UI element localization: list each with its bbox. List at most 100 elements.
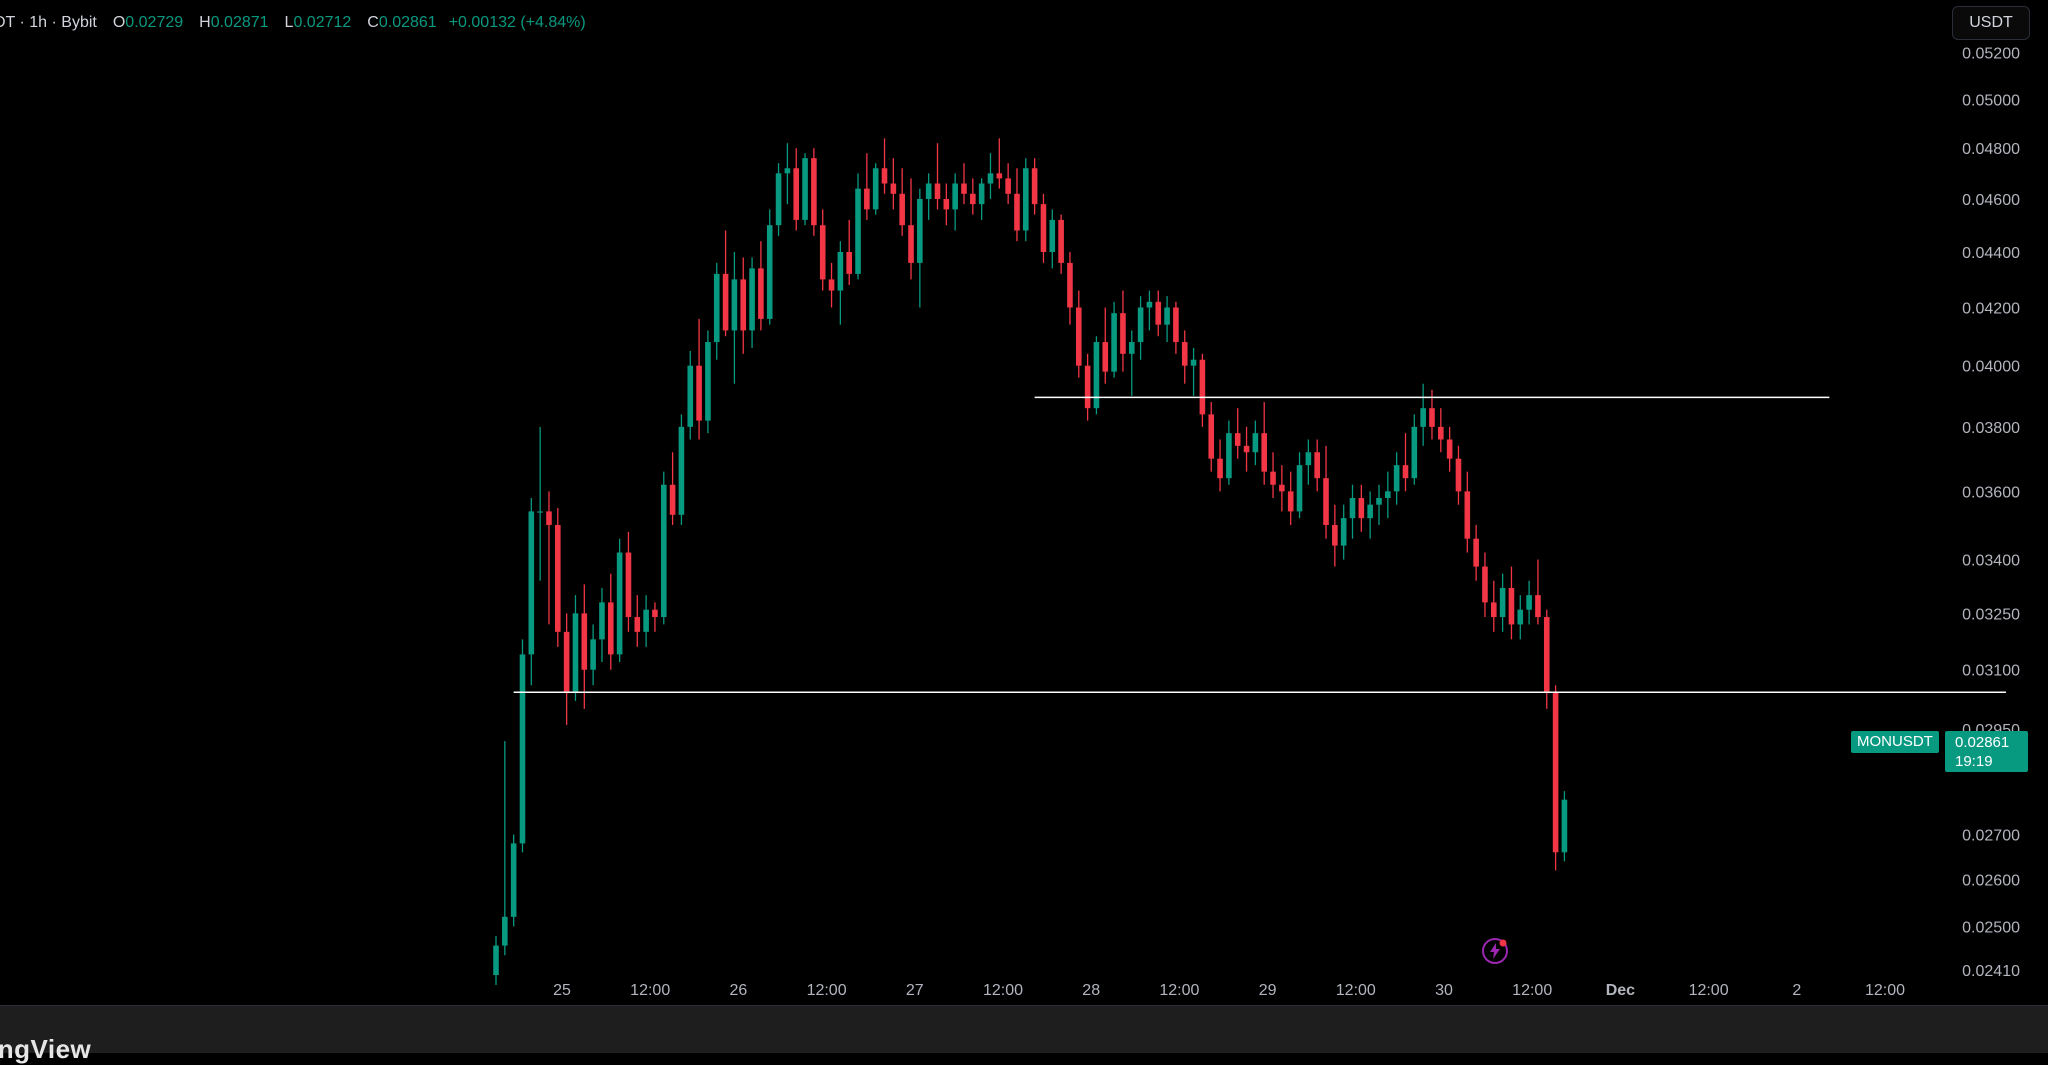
candle[interactable] bbox=[1552, 685, 1559, 871]
candle[interactable] bbox=[1155, 290, 1162, 337]
candle[interactable] bbox=[1420, 383, 1426, 446]
candle[interactable] bbox=[1005, 163, 1011, 205]
symbol-interval-exchange[interactable]: DT · 1h · Bybit bbox=[0, 14, 97, 31]
candle[interactable] bbox=[1323, 445, 1329, 539]
candle[interactable] bbox=[1261, 402, 1268, 485]
candle[interactable] bbox=[572, 595, 579, 701]
candle[interactable] bbox=[1358, 484, 1365, 532]
candle[interactable] bbox=[1482, 552, 1488, 618]
candle[interactable] bbox=[1128, 330, 1135, 396]
candle[interactable] bbox=[537, 426, 543, 581]
candle[interactable] bbox=[1473, 524, 1479, 581]
candle[interactable] bbox=[1252, 420, 1259, 466]
candle[interactable] bbox=[669, 452, 676, 525]
candle[interactable] bbox=[740, 257, 747, 354]
candle[interactable] bbox=[917, 188, 923, 308]
candle[interactable] bbox=[811, 148, 817, 236]
candle[interactable] bbox=[555, 508, 561, 647]
candle[interactable] bbox=[943, 183, 950, 226]
candle[interactable] bbox=[890, 158, 897, 210]
candle[interactable] bbox=[934, 143, 941, 210]
candle[interactable] bbox=[696, 318, 702, 440]
candle[interactable] bbox=[1243, 426, 1250, 472]
candle[interactable] bbox=[1181, 330, 1188, 384]
candle[interactable] bbox=[1217, 439, 1223, 492]
candle[interactable] bbox=[1367, 491, 1373, 539]
candle[interactable] bbox=[1438, 408, 1444, 453]
candle[interactable] bbox=[1075, 290, 1082, 378]
candle[interactable] bbox=[1499, 573, 1506, 632]
price-chart[interactable]: 0.05200 0.05000 0.04800 0.04600 0.04400 0.042… bbox=[0, 0, 2048, 1005]
candle[interactable] bbox=[1208, 402, 1215, 472]
candle[interactable] bbox=[1332, 504, 1338, 567]
candle[interactable] bbox=[1111, 301, 1117, 378]
candle[interactable] bbox=[828, 262, 835, 308]
candle[interactable] bbox=[1287, 471, 1294, 525]
candle[interactable] bbox=[1508, 566, 1515, 640]
candle[interactable] bbox=[1279, 465, 1285, 512]
candle[interactable] bbox=[643, 595, 649, 647]
candle[interactable] bbox=[1393, 452, 1400, 505]
candle[interactable] bbox=[1561, 791, 1568, 862]
candle[interactable] bbox=[749, 257, 755, 348]
candle[interactable] bbox=[864, 153, 870, 220]
candle[interactable] bbox=[899, 168, 905, 236]
candle[interactable] bbox=[1014, 168, 1020, 242]
candle[interactable] bbox=[1226, 420, 1232, 485]
candle[interactable] bbox=[1137, 296, 1144, 360]
candle[interactable] bbox=[616, 538, 623, 663]
candle[interactable] bbox=[722, 230, 729, 337]
currency-button[interactable]: USDT bbox=[1952, 6, 2030, 40]
candle[interactable] bbox=[1305, 439, 1312, 485]
candle[interactable] bbox=[634, 595, 641, 647]
candle[interactable] bbox=[563, 613, 570, 725]
candle[interactable] bbox=[952, 173, 958, 231]
candle[interactable] bbox=[925, 173, 932, 220]
candle[interactable] bbox=[1526, 580, 1532, 625]
candle[interactable] bbox=[1049, 209, 1056, 269]
candle[interactable] bbox=[961, 163, 967, 205]
candle[interactable] bbox=[1093, 336, 1100, 415]
candle[interactable] bbox=[502, 741, 508, 956]
candle[interactable] bbox=[1385, 471, 1391, 519]
candle[interactable] bbox=[1464, 471, 1471, 553]
candle[interactable] bbox=[1411, 414, 1418, 485]
candle[interactable] bbox=[819, 209, 826, 291]
candle[interactable] bbox=[881, 138, 888, 194]
candle[interactable] bbox=[775, 163, 782, 236]
candle[interactable] bbox=[1067, 251, 1073, 325]
candle[interactable] bbox=[970, 178, 976, 215]
candle[interactable] bbox=[1084, 353, 1091, 421]
brand-logo-text[interactable]: ingView bbox=[0, 1034, 92, 1064]
candle[interactable] bbox=[766, 209, 773, 325]
candle[interactable] bbox=[1402, 433, 1409, 492]
candle[interactable] bbox=[1455, 445, 1462, 505]
candle[interactable] bbox=[1340, 504, 1347, 560]
candle[interactable] bbox=[625, 531, 632, 632]
candle[interactable] bbox=[678, 414, 685, 525]
candle[interactable] bbox=[855, 173, 861, 280]
candle[interactable] bbox=[1190, 347, 1197, 396]
candle[interactable] bbox=[1535, 559, 1541, 625]
candle[interactable] bbox=[1446, 426, 1453, 472]
candle[interactable] bbox=[546, 491, 552, 625]
candle[interactable] bbox=[528, 498, 535, 686]
candle[interactable] bbox=[493, 935, 499, 985]
candle[interactable] bbox=[978, 178, 985, 220]
candle[interactable] bbox=[519, 639, 526, 853]
candle[interactable] bbox=[1270, 452, 1276, 499]
candle[interactable] bbox=[1199, 353, 1206, 427]
candle[interactable] bbox=[1543, 609, 1550, 709]
candle[interactable] bbox=[1314, 439, 1320, 492]
candle[interactable] bbox=[510, 834, 517, 927]
candle[interactable] bbox=[802, 153, 808, 226]
candle[interactable] bbox=[846, 219, 852, 285]
candle[interactable] bbox=[1517, 595, 1524, 640]
candle[interactable] bbox=[1234, 408, 1241, 459]
candle[interactable] bbox=[1040, 193, 1047, 263]
candle[interactable] bbox=[784, 143, 791, 205]
candle[interactable] bbox=[872, 163, 879, 215]
candle[interactable] bbox=[713, 262, 720, 360]
candle[interactable] bbox=[660, 471, 667, 625]
candle[interactable] bbox=[1173, 301, 1179, 354]
